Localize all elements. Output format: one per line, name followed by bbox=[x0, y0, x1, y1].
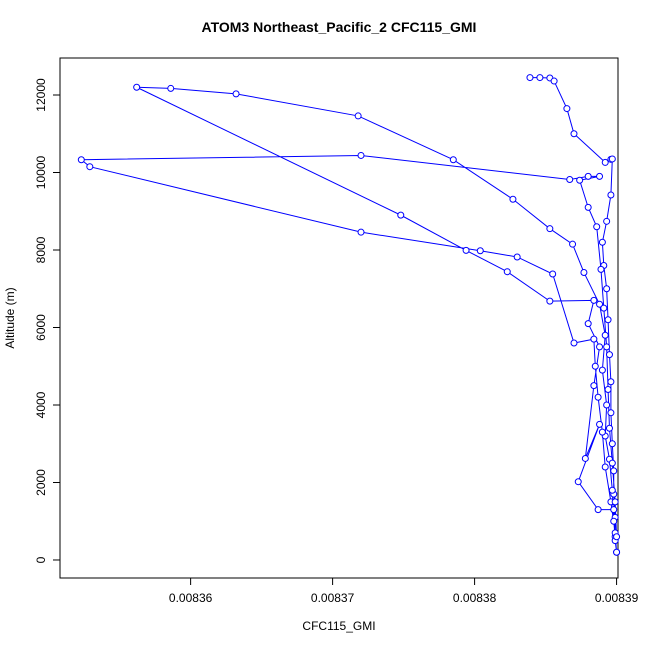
data-point bbox=[610, 506, 618, 514]
data-point bbox=[584, 320, 592, 328]
data-point bbox=[584, 203, 592, 211]
data-point bbox=[603, 401, 611, 409]
data-point bbox=[593, 223, 601, 231]
data-point bbox=[133, 83, 141, 91]
data-point bbox=[594, 393, 602, 401]
data-point bbox=[546, 225, 554, 233]
data-point bbox=[549, 270, 557, 278]
data-point bbox=[603, 343, 611, 351]
data-point bbox=[167, 84, 175, 92]
data-point bbox=[610, 467, 618, 475]
data-point bbox=[596, 172, 604, 180]
data-point bbox=[526, 74, 534, 82]
data-point bbox=[604, 316, 612, 324]
data-point bbox=[449, 156, 457, 164]
data-point bbox=[476, 247, 484, 255]
data-point bbox=[603, 217, 611, 225]
data-point bbox=[569, 240, 577, 248]
data-point bbox=[605, 424, 613, 432]
data-point bbox=[596, 343, 604, 351]
data-point bbox=[611, 498, 619, 506]
x-tick-label: 0.00837 bbox=[311, 591, 355, 605]
y-tick-label: 12000 bbox=[34, 78, 48, 112]
data-point bbox=[570, 339, 578, 347]
data-point bbox=[594, 506, 602, 514]
chart-title: ATOM3 Northeast_Pacific_2 CFC115_GMI bbox=[202, 19, 477, 35]
data-point bbox=[590, 382, 598, 390]
data-point bbox=[596, 420, 604, 428]
y-tick-label: 8000 bbox=[34, 236, 48, 263]
plot-frame bbox=[59, 57, 619, 579]
data-point bbox=[584, 172, 592, 180]
data-point bbox=[590, 335, 598, 343]
data-point bbox=[604, 385, 612, 393]
data-point bbox=[608, 486, 616, 494]
y-tick-label: 6000 bbox=[34, 314, 48, 341]
y-axis-label: Altitude (m) bbox=[3, 287, 17, 348]
data-point bbox=[546, 297, 554, 305]
data-point bbox=[598, 366, 606, 374]
data-point bbox=[574, 478, 582, 486]
data-point bbox=[357, 151, 365, 159]
data-point bbox=[601, 331, 609, 339]
data-point bbox=[397, 211, 405, 219]
data-point bbox=[613, 548, 621, 556]
data-point bbox=[581, 454, 589, 462]
data-point bbox=[598, 428, 606, 436]
data-point bbox=[600, 304, 608, 312]
data-point bbox=[607, 409, 615, 417]
data-point bbox=[357, 228, 365, 236]
data-point bbox=[550, 77, 558, 85]
y-tick-label: 0 bbox=[34, 556, 48, 563]
data-point bbox=[86, 163, 94, 171]
data-point bbox=[598, 238, 606, 246]
data-point bbox=[590, 296, 598, 304]
x-tick-label: 0.00839 bbox=[595, 591, 639, 605]
data-point bbox=[580, 268, 588, 276]
x-axis-label: CFC115_GMI bbox=[302, 619, 375, 633]
data-point bbox=[605, 351, 613, 359]
data-point bbox=[509, 195, 517, 203]
data-point bbox=[354, 112, 362, 120]
data-point bbox=[591, 362, 599, 370]
data-point bbox=[563, 105, 571, 113]
data-point bbox=[608, 459, 616, 467]
data-point bbox=[610, 517, 618, 525]
data-point bbox=[566, 175, 574, 183]
data-point bbox=[608, 155, 616, 163]
data-point bbox=[596, 300, 604, 308]
data-point bbox=[232, 90, 240, 98]
data-point bbox=[462, 246, 470, 254]
x-tick-label: 0.00838 bbox=[453, 591, 497, 605]
data-point bbox=[613, 533, 621, 541]
data-point bbox=[603, 285, 611, 293]
data-point bbox=[576, 176, 584, 184]
data-line bbox=[79, 77, 618, 553]
data-point bbox=[503, 268, 511, 276]
y-tick-label: 4000 bbox=[34, 391, 48, 418]
data-point bbox=[570, 130, 578, 138]
data-point bbox=[601, 463, 609, 471]
y-tick-label: 10000 bbox=[34, 155, 48, 189]
data-point bbox=[608, 440, 616, 448]
data-point bbox=[607, 378, 615, 386]
data-point bbox=[597, 265, 605, 273]
x-tick-label: 0.00836 bbox=[169, 591, 213, 605]
data-point bbox=[601, 158, 609, 166]
data-point bbox=[513, 253, 521, 261]
y-tick-label: 2000 bbox=[34, 469, 48, 496]
data-point bbox=[607, 191, 615, 199]
data-point bbox=[536, 74, 544, 82]
data-point bbox=[77, 156, 85, 164]
